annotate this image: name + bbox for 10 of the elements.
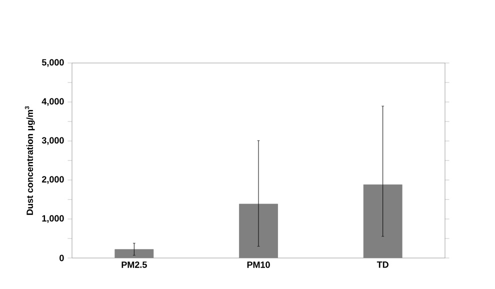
y-tick-label: 0 bbox=[60, 254, 64, 262]
x-tick-label: PM2.5 bbox=[122, 262, 147, 268]
y-axis-title: Dust concentration μg/m$^{3}$ bbox=[24, 106, 35, 215]
x-tick-label: PM10 bbox=[247, 262, 270, 268]
y-tick-label: 2,000 bbox=[42, 176, 64, 184]
x-tick-label: TD bbox=[376, 262, 388, 268]
y-tick-label: 5,000 bbox=[42, 59, 64, 67]
y-tick-label: 4,000 bbox=[42, 98, 64, 106]
y-tick-label: 3,000 bbox=[42, 137, 64, 145]
y-tick-label: 1,000 bbox=[42, 215, 64, 223]
